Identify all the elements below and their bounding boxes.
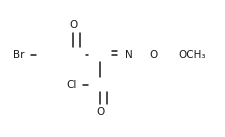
Text: OCH₃: OCH₃ xyxy=(178,50,206,60)
Text: N: N xyxy=(125,50,133,60)
Text: O: O xyxy=(96,107,104,117)
Text: Br: Br xyxy=(13,50,24,60)
Text: O: O xyxy=(69,20,77,30)
Text: Cl: Cl xyxy=(66,80,76,90)
Text: O: O xyxy=(150,50,158,60)
